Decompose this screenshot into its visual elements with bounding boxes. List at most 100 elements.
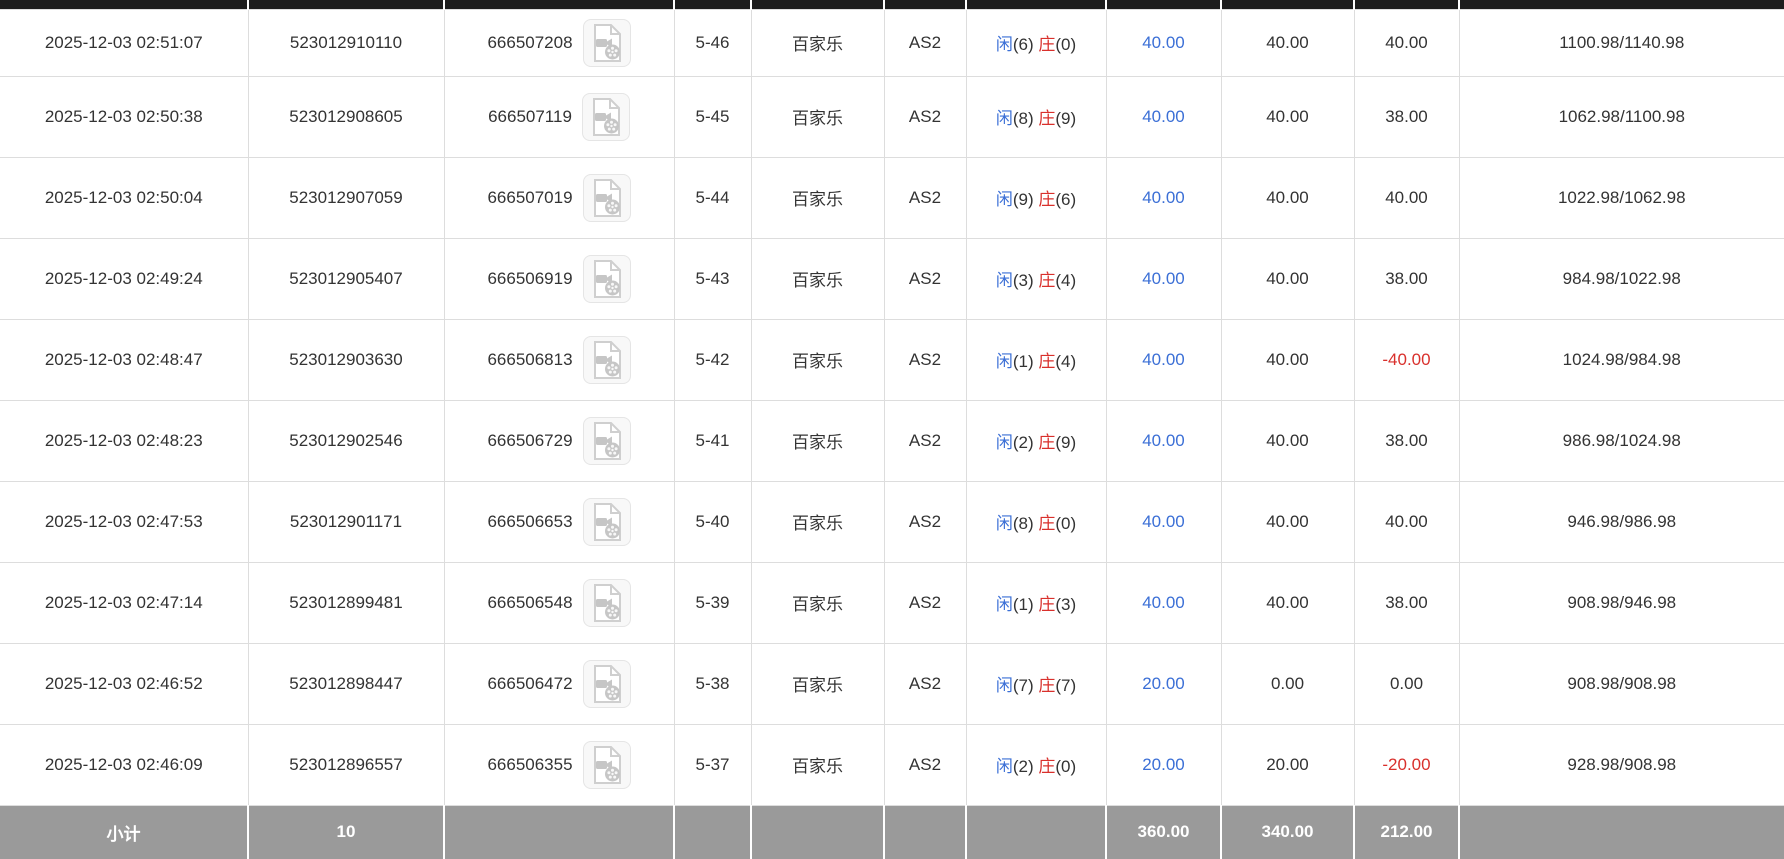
table-header-strip [0,0,1784,9]
bet-amount-link[interactable]: 40.00 [1105,399,1222,482]
table-name-cell: AS2 [883,156,967,239]
video-icon [593,23,621,62]
banker-label: 庄 [1038,35,1056,54]
banker-score: (0) [1055,35,1077,54]
subtotal-label: 小计 [0,805,248,859]
bet-id-cell: 523012907059 [247,156,445,239]
video-replay-button[interactable] [582,578,631,627]
result-cell: 闲(9) 庄(6) [965,156,1107,239]
video-replay-button[interactable] [582,173,631,222]
player-label: 闲 [995,676,1013,695]
balance-cell: 928.98/908.98 [1458,723,1784,806]
video-replay-button[interactable] [582,254,631,303]
header-cell-game [750,0,884,9]
game-no-cell: 666506548 [443,561,675,644]
banker-score: (9) [1055,109,1077,128]
player-score: (6) [1012,35,1034,54]
game-type-cell: 百家乐 [750,723,885,806]
valid-amount-cell: 40.00 [1220,8,1355,77]
bet-id-cell: 523012901171 [247,480,445,563]
subtotal-empty-round [673,805,751,859]
game-no-cell: 666506729 [443,399,675,482]
player-label: 闲 [995,352,1013,371]
game-no-cell: 666507019 [443,156,675,239]
game-type-cell: 百家乐 [750,237,885,320]
bet-amount-link[interactable]: 40.00 [1105,561,1222,644]
subtotal-empty-table [883,805,966,859]
video-icon [593,259,621,298]
header-cell-bet-id [247,0,444,9]
banker-label: 庄 [1038,514,1056,533]
video-replay-button[interactable] [582,497,631,546]
banker-label: 庄 [1038,190,1056,209]
balance-cell: 908.98/908.98 [1458,642,1784,725]
table-row: 2025-12-03 02:50:38 523012908605 6665071… [0,75,1784,158]
bet-amount-link[interactable]: 20.00 [1105,642,1222,725]
result-cell: 闲(7) 庄(7) [965,642,1107,725]
bet-amount-link[interactable]: 40.00 [1105,318,1222,401]
video-replay-button[interactable] [582,740,631,789]
game-no-value: 666506813 [487,349,573,369]
table-row: 2025-12-03 02:47:53 523012901171 6665066… [0,480,1784,563]
table-row: 2025-12-03 02:48:23 523012902546 6665067… [0,399,1784,482]
video-replay-button[interactable] [581,92,630,141]
game-type-cell: 百家乐 [750,156,885,239]
balance-cell: 946.98/986.98 [1458,480,1784,563]
table-name-cell: AS2 [883,75,967,158]
bet-time-cell: 2025-12-03 02:50:04 [0,156,249,239]
bet-id-cell: 523012896557 [247,723,445,806]
table-name-cell: AS2 [883,237,967,320]
bet-amount-link[interactable]: 40.00 [1105,75,1222,158]
bet-id-cell: 523012902546 [247,399,445,482]
table-row: 2025-12-03 02:50:04 523012907059 6665070… [0,156,1784,239]
valid-amount-cell: 20.00 [1220,723,1355,806]
player-label: 闲 [995,433,1013,452]
winloss-cell: 38.00 [1353,237,1460,320]
video-replay-button[interactable] [582,416,631,465]
game-no-value: 666506472 [487,673,573,693]
game-no-cell: 666506472 [443,642,675,725]
banker-score: (6) [1055,190,1077,209]
video-replay-button[interactable] [582,659,631,708]
table-body: 2025-12-03 02:51:07 523012910110 6665072… [0,8,1784,806]
table-footer: 小计 10 360.00 340.00 212.00 [0,805,1784,859]
winloss-cell: 38.00 [1353,399,1460,482]
valid-amount-cell: 40.00 [1220,399,1355,482]
table-name-cell: AS2 [883,561,967,644]
round-cell: 5-43 [673,237,752,320]
subtotal-row: 小计 10 360.00 340.00 212.00 [0,805,1784,859]
bet-time-cell: 2025-12-03 02:50:38 [0,75,249,158]
banker-label: 庄 [1038,352,1056,371]
game-no-value: 666506919 [487,268,573,288]
player-label: 闲 [995,514,1013,533]
bet-time-cell: 2025-12-03 02:46:52 [0,642,249,725]
header-cell-balance [1458,0,1784,9]
banker-score: (0) [1055,514,1077,533]
player-label: 闲 [995,35,1013,54]
round-cell: 5-39 [673,561,752,644]
player-score: (8) [1012,514,1034,533]
winloss-cell: 40.00 [1353,156,1460,239]
header-cell-round [673,0,751,9]
result-cell: 闲(6) 庄(0) [965,8,1107,77]
game-no-value: 666506729 [487,430,573,450]
bet-amount-link[interactable]: 40.00 [1105,480,1222,563]
balance-cell: 1062.98/1100.98 [1458,75,1784,158]
bet-id-cell: 523012910110 [247,8,445,77]
bet-time-cell: 2025-12-03 02:49:24 [0,237,249,320]
video-replay-button[interactable] [582,18,631,67]
balance-cell: 1100.98/1140.98 [1458,8,1784,77]
video-icon [593,502,621,541]
bet-amount-link[interactable]: 40.00 [1105,8,1222,77]
video-replay-button[interactable] [582,335,631,384]
banker-score: (3) [1055,595,1077,614]
bet-id-cell: 523012903630 [247,318,445,401]
table-name-cell: AS2 [883,723,967,806]
bet-amount-link[interactable]: 40.00 [1105,237,1222,320]
round-cell: 5-44 [673,156,752,239]
valid-amount-cell: 40.00 [1220,318,1355,401]
bet-amount-link[interactable]: 40.00 [1105,156,1222,239]
table-row: 2025-12-03 02:51:07 523012910110 6665072… [0,8,1784,77]
bet-amount-link[interactable]: 20.00 [1105,723,1222,806]
